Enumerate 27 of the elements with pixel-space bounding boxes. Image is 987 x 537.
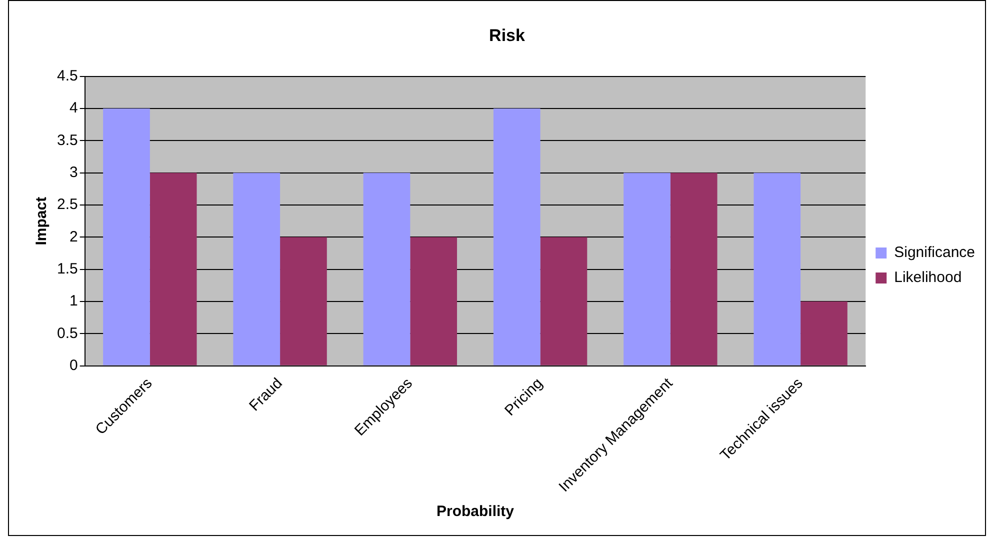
y-tick-label: 4.5	[56, 68, 78, 85]
bar	[363, 172, 410, 366]
x-axis-title: Probability	[436, 503, 515, 520]
y-tick-label: 3	[70, 164, 78, 182]
y-tick-label: 4	[70, 100, 78, 117]
bar	[540, 237, 588, 366]
y-tick-label: 1	[70, 292, 78, 310]
bar	[800, 301, 848, 366]
bar	[103, 108, 150, 366]
y-axis-title: Impact	[33, 196, 50, 246]
bar	[233, 172, 280, 366]
y-tick-label: 0	[70, 356, 78, 374]
bar	[624, 172, 670, 366]
bar	[410, 237, 458, 366]
y-tick-label: 0.5	[56, 324, 78, 342]
bar	[754, 172, 801, 366]
bar	[670, 172, 718, 366]
y-tick-label: 2.5	[56, 196, 78, 214]
bar	[280, 237, 327, 366]
y-tick-label: 2	[70, 228, 78, 246]
y-tick-label: 3.5	[56, 132, 78, 149]
bar	[493, 108, 540, 366]
chart-title: Risk	[489, 26, 526, 45]
bar	[150, 172, 197, 366]
legend-label: Significance	[894, 244, 976, 262]
y-tick-label: 1.5	[56, 260, 78, 278]
legend-label: Likelihood	[894, 269, 962, 286]
